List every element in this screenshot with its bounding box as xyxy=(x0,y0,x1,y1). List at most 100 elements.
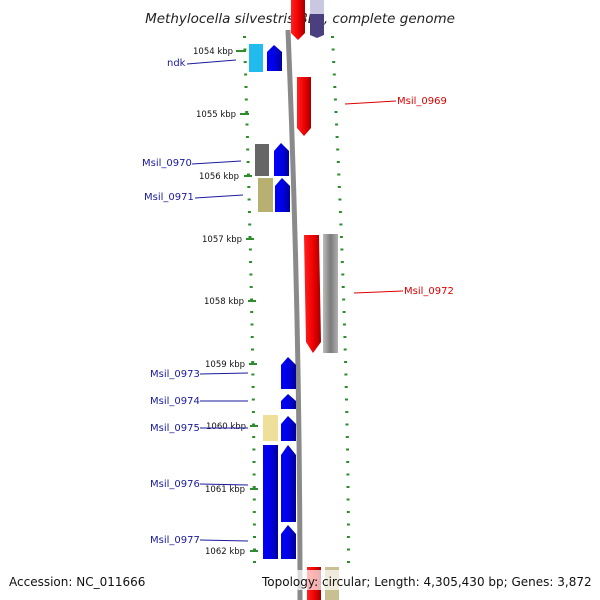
scale-dot xyxy=(244,86,248,88)
label-msil-0973[interactable]: Msil_0973 xyxy=(150,369,200,380)
gene-ndk[interactable] xyxy=(267,45,282,71)
gene-msil-0975[interactable] xyxy=(281,416,296,441)
scale-dot xyxy=(343,323,346,326)
label-line-msil-0973 xyxy=(199,372,249,375)
scale-dot xyxy=(333,98,337,101)
scale-dot xyxy=(251,411,255,413)
scale-dot xyxy=(248,223,252,226)
gene-msil-0969[interactable] xyxy=(297,77,311,136)
cog-msil-0970 xyxy=(255,144,269,176)
label-msil-0970[interactable]: Msil_0970 xyxy=(142,158,192,169)
cog-top-lightgray-partial xyxy=(310,0,324,14)
scale-dot xyxy=(347,561,350,563)
footer-background xyxy=(0,570,600,590)
tick-1057: 1057 kbp xyxy=(202,235,254,245)
label-msil-0975[interactable]: Msil_0975 xyxy=(150,423,200,434)
scale-dot xyxy=(338,211,342,213)
label-msil-0977[interactable]: Msil_0977 xyxy=(150,535,200,546)
scale-dot xyxy=(251,398,255,401)
scale-dot xyxy=(253,548,256,551)
cog-msil-0975 xyxy=(263,415,278,441)
scale-dot xyxy=(245,111,249,113)
label-msil-0972[interactable]: Msil_0972 xyxy=(404,286,454,297)
scale-dot xyxy=(332,73,336,76)
scale-dot xyxy=(346,448,349,451)
scale-dot xyxy=(253,536,256,538)
scale-dot xyxy=(342,311,346,313)
scale-dot xyxy=(341,273,345,276)
svg-text:1055 kbp: 1055 kbp xyxy=(196,110,236,120)
scale-dot xyxy=(244,73,248,76)
gene-msil-0977[interactable] xyxy=(281,525,296,559)
scale-dots xyxy=(243,36,350,563)
scale-dot xyxy=(342,298,346,301)
gene-msil-0973[interactable] xyxy=(281,357,296,389)
scale-dot xyxy=(245,136,249,138)
tick-1055: 1055 kbp xyxy=(196,110,249,120)
scale-dot xyxy=(243,61,247,63)
scale-dot xyxy=(247,186,251,188)
gene-msil-0974[interactable] xyxy=(281,394,296,409)
scale-dot xyxy=(344,386,348,388)
gene-msil-0970[interactable] xyxy=(274,143,289,176)
scale-dot xyxy=(250,336,254,338)
tick-1059: 1059 kbp xyxy=(205,360,257,370)
scale-dot xyxy=(251,386,255,388)
scale-dot xyxy=(344,373,348,376)
scale-dot xyxy=(246,161,250,163)
scale-dot xyxy=(335,123,339,126)
accession-text: Accession: NC_011666 xyxy=(9,575,145,589)
scale-dot xyxy=(343,348,347,351)
scale-dot xyxy=(343,336,347,338)
label-msil-0976[interactable]: Msil_0976 xyxy=(150,479,200,490)
scale-dot xyxy=(248,248,252,251)
topology-text: Topology: circular; Length: 4,305,430 bp… xyxy=(261,575,592,589)
scale-dot xyxy=(249,261,253,263)
scale-dot xyxy=(345,398,348,401)
scale-dot xyxy=(251,348,254,351)
gene-top-red-partial[interactable] xyxy=(291,0,305,40)
label-msil-0969[interactable]: Msil_0969 xyxy=(397,96,447,107)
tick-1061: 1061 kbp xyxy=(205,485,258,495)
scale-dot xyxy=(346,523,350,526)
svg-text:1054 kbp: 1054 kbp xyxy=(193,47,233,57)
scale-dot xyxy=(346,461,350,463)
scale-dot xyxy=(252,436,256,438)
scale-dot xyxy=(337,173,341,176)
gene-msil-0971[interactable] xyxy=(275,178,290,212)
genome-backbone xyxy=(285,29,303,600)
scale-dot xyxy=(345,436,349,438)
scale-dot xyxy=(335,136,339,138)
scale-dot xyxy=(346,498,350,501)
scale-dot xyxy=(251,373,255,376)
label-line-msil-0971 xyxy=(194,194,244,199)
label-ndk[interactable]: ndk xyxy=(167,58,186,69)
scale-dot xyxy=(338,198,342,201)
scale-dot xyxy=(252,486,256,488)
scale-dot xyxy=(346,536,350,538)
scale-dot xyxy=(252,461,256,463)
scale-dot xyxy=(244,98,248,101)
scale-dot xyxy=(246,173,250,176)
svg-text:1057 kbp: 1057 kbp xyxy=(202,235,242,245)
scale-dot xyxy=(253,561,256,563)
scale-dot xyxy=(339,223,343,226)
scale-dot xyxy=(252,523,256,526)
gene-msil-0976[interactable] xyxy=(281,445,296,522)
scale-dot xyxy=(243,36,246,38)
scale-dot xyxy=(345,423,349,426)
label-msil-0971[interactable]: Msil_0971 xyxy=(144,192,194,203)
cog-msil-0976 xyxy=(263,445,278,559)
scale-dot xyxy=(336,161,340,163)
scale-dot xyxy=(346,486,350,488)
scale-dot xyxy=(340,261,344,263)
label-msil-0974[interactable]: Msil_0974 xyxy=(150,396,200,407)
scale-dot xyxy=(336,148,340,151)
scale-dot xyxy=(337,186,341,188)
scale-dot xyxy=(346,511,350,513)
gene-msil-0972[interactable] xyxy=(304,235,321,353)
scale-dot xyxy=(252,511,256,513)
scale-dot xyxy=(331,36,334,38)
scale-dot xyxy=(347,548,350,551)
